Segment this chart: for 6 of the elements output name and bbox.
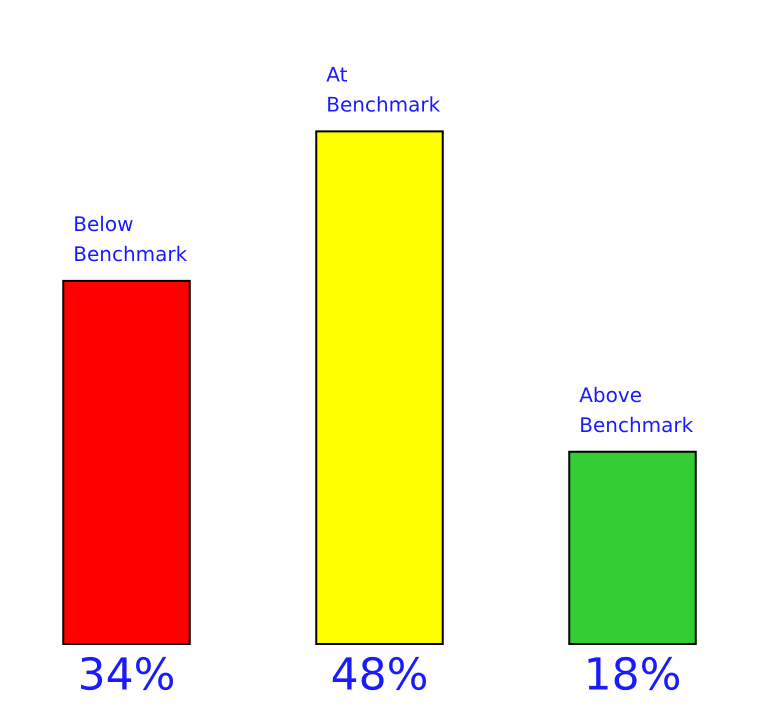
data-label: 18%: [584, 649, 682, 700]
data-label: 48%: [330, 649, 428, 700]
x-tick-label: Below Benchmark: [73, 212, 188, 266]
x-tick-label: Above Benchmark: [579, 382, 694, 437]
x-tick-label: At Benchmark: [326, 62, 441, 116]
data-label: 34%: [78, 649, 176, 700]
